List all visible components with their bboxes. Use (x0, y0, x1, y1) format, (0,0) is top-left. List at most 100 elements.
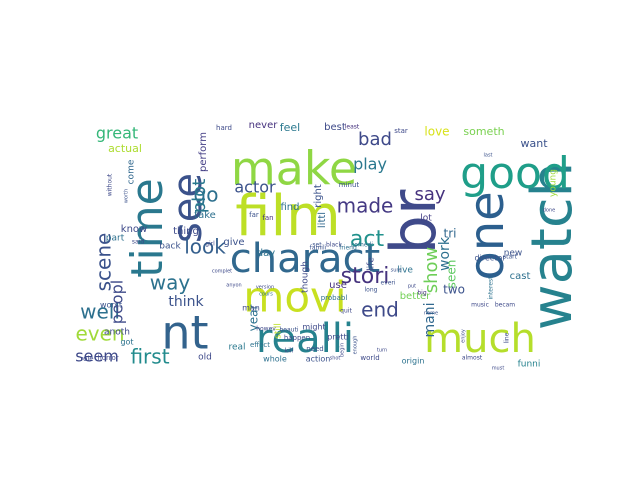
word-need: need (306, 345, 324, 353)
word-great: great (96, 124, 138, 143)
word-right: right (313, 184, 324, 208)
word-movi: movi (243, 273, 346, 322)
word-everi: everi (380, 280, 395, 287)
word-done: done (543, 208, 555, 214)
word-version: version (256, 285, 274, 291)
word-sure: sure (391, 268, 402, 274)
word-turn: turn (377, 348, 387, 354)
word-tri: tri (444, 227, 457, 241)
word-enough: enough (353, 336, 359, 355)
word-scene: scene (92, 233, 116, 292)
word-br: br (377, 189, 450, 254)
word-first: first (130, 345, 169, 369)
word-want: want (520, 137, 548, 150)
word-almost: almost (462, 355, 483, 362)
word-good: good (460, 148, 570, 199)
word-think: think (168, 294, 204, 310)
word-peopl: peopl (108, 280, 127, 324)
word-probabl: probabl (321, 294, 348, 302)
word-actual: actual (108, 142, 142, 155)
word-might: might (302, 323, 325, 332)
word-complet: complet (212, 269, 232, 275)
word-becam: becam (495, 302, 515, 309)
word-work: work (437, 236, 453, 271)
word-friend: friend (339, 245, 357, 252)
word-though: though (301, 261, 311, 293)
word-put: put (408, 284, 416, 290)
word-real: real (228, 343, 245, 353)
word-far: far (249, 211, 259, 219)
word-young: young (549, 169, 559, 197)
word-cast: cast (510, 271, 531, 282)
word-star: star (394, 127, 408, 135)
word-make: make (231, 142, 357, 196)
word-anyon: anyon (226, 283, 241, 289)
word-action: action (306, 355, 331, 364)
word-worth: worth (124, 189, 130, 203)
word-happen: happen (284, 334, 310, 342)
word-live: live (397, 266, 413, 276)
word-seem: seem (75, 347, 119, 366)
word-line: line (504, 332, 511, 343)
word-bad: bad (358, 129, 392, 150)
word-much: much (424, 316, 536, 362)
word-even: even (75, 322, 124, 346)
word-find: find (281, 202, 300, 213)
word-pretti: pretti (327, 333, 349, 342)
word-love: love (424, 125, 449, 139)
word-man: man (242, 304, 260, 313)
word-effect: effect (250, 341, 270, 349)
word-black: black (326, 242, 342, 249)
word-end: end (361, 298, 399, 322)
word-old: old (198, 353, 212, 363)
word-cours: cours (259, 292, 273, 298)
word-two: two (443, 283, 465, 297)
word-day: day (257, 248, 275, 259)
word-worst: worst (100, 301, 122, 310)
word-still: still (274, 323, 284, 339)
word-howev: howev (256, 326, 276, 333)
word-hard: hard (216, 124, 232, 132)
word-fan: fan (262, 214, 273, 222)
word-minut: minut (339, 181, 360, 189)
word-part: part (106, 234, 125, 244)
word-comedi: comedi (351, 242, 373, 249)
word-life: life (367, 257, 377, 271)
word-without: without (107, 173, 114, 196)
word-watch: watch (520, 162, 585, 330)
word-start: start (503, 254, 518, 261)
word-never: never (249, 120, 279, 131)
word-least: least (345, 124, 360, 131)
word-give: give (223, 237, 244, 248)
word-plot: plot (189, 179, 210, 214)
word-enjoy: enjoy (461, 329, 467, 343)
word-well: well (80, 300, 120, 324)
word-charact: charact (230, 236, 381, 282)
word-perform: perform (198, 132, 209, 172)
word-must: must (492, 366, 505, 372)
word-show: show (421, 247, 442, 294)
word-said: said (132, 239, 144, 246)
word-back: back (159, 242, 181, 252)
word-origin: origin (402, 357, 425, 366)
word-long: long (365, 287, 378, 294)
word-big: big (417, 290, 426, 297)
word-know: know (121, 224, 147, 235)
word-name: name (424, 311, 438, 317)
word-way: way (150, 271, 191, 295)
word-seen: seen (445, 260, 459, 289)
word-better: better (400, 291, 431, 302)
word-horror: horror (97, 354, 118, 362)
word-world: world (360, 354, 379, 362)
word-set: set (312, 242, 322, 249)
word-stori: stori (341, 264, 390, 289)
word-mani: mani (422, 303, 438, 338)
word-year: year (247, 305, 261, 332)
word-beauti: beauti (280, 327, 299, 334)
word-got: got (120, 338, 133, 347)
word-role: role (80, 355, 93, 363)
word-quit: quit (340, 308, 352, 315)
word-last: last (483, 153, 492, 159)
